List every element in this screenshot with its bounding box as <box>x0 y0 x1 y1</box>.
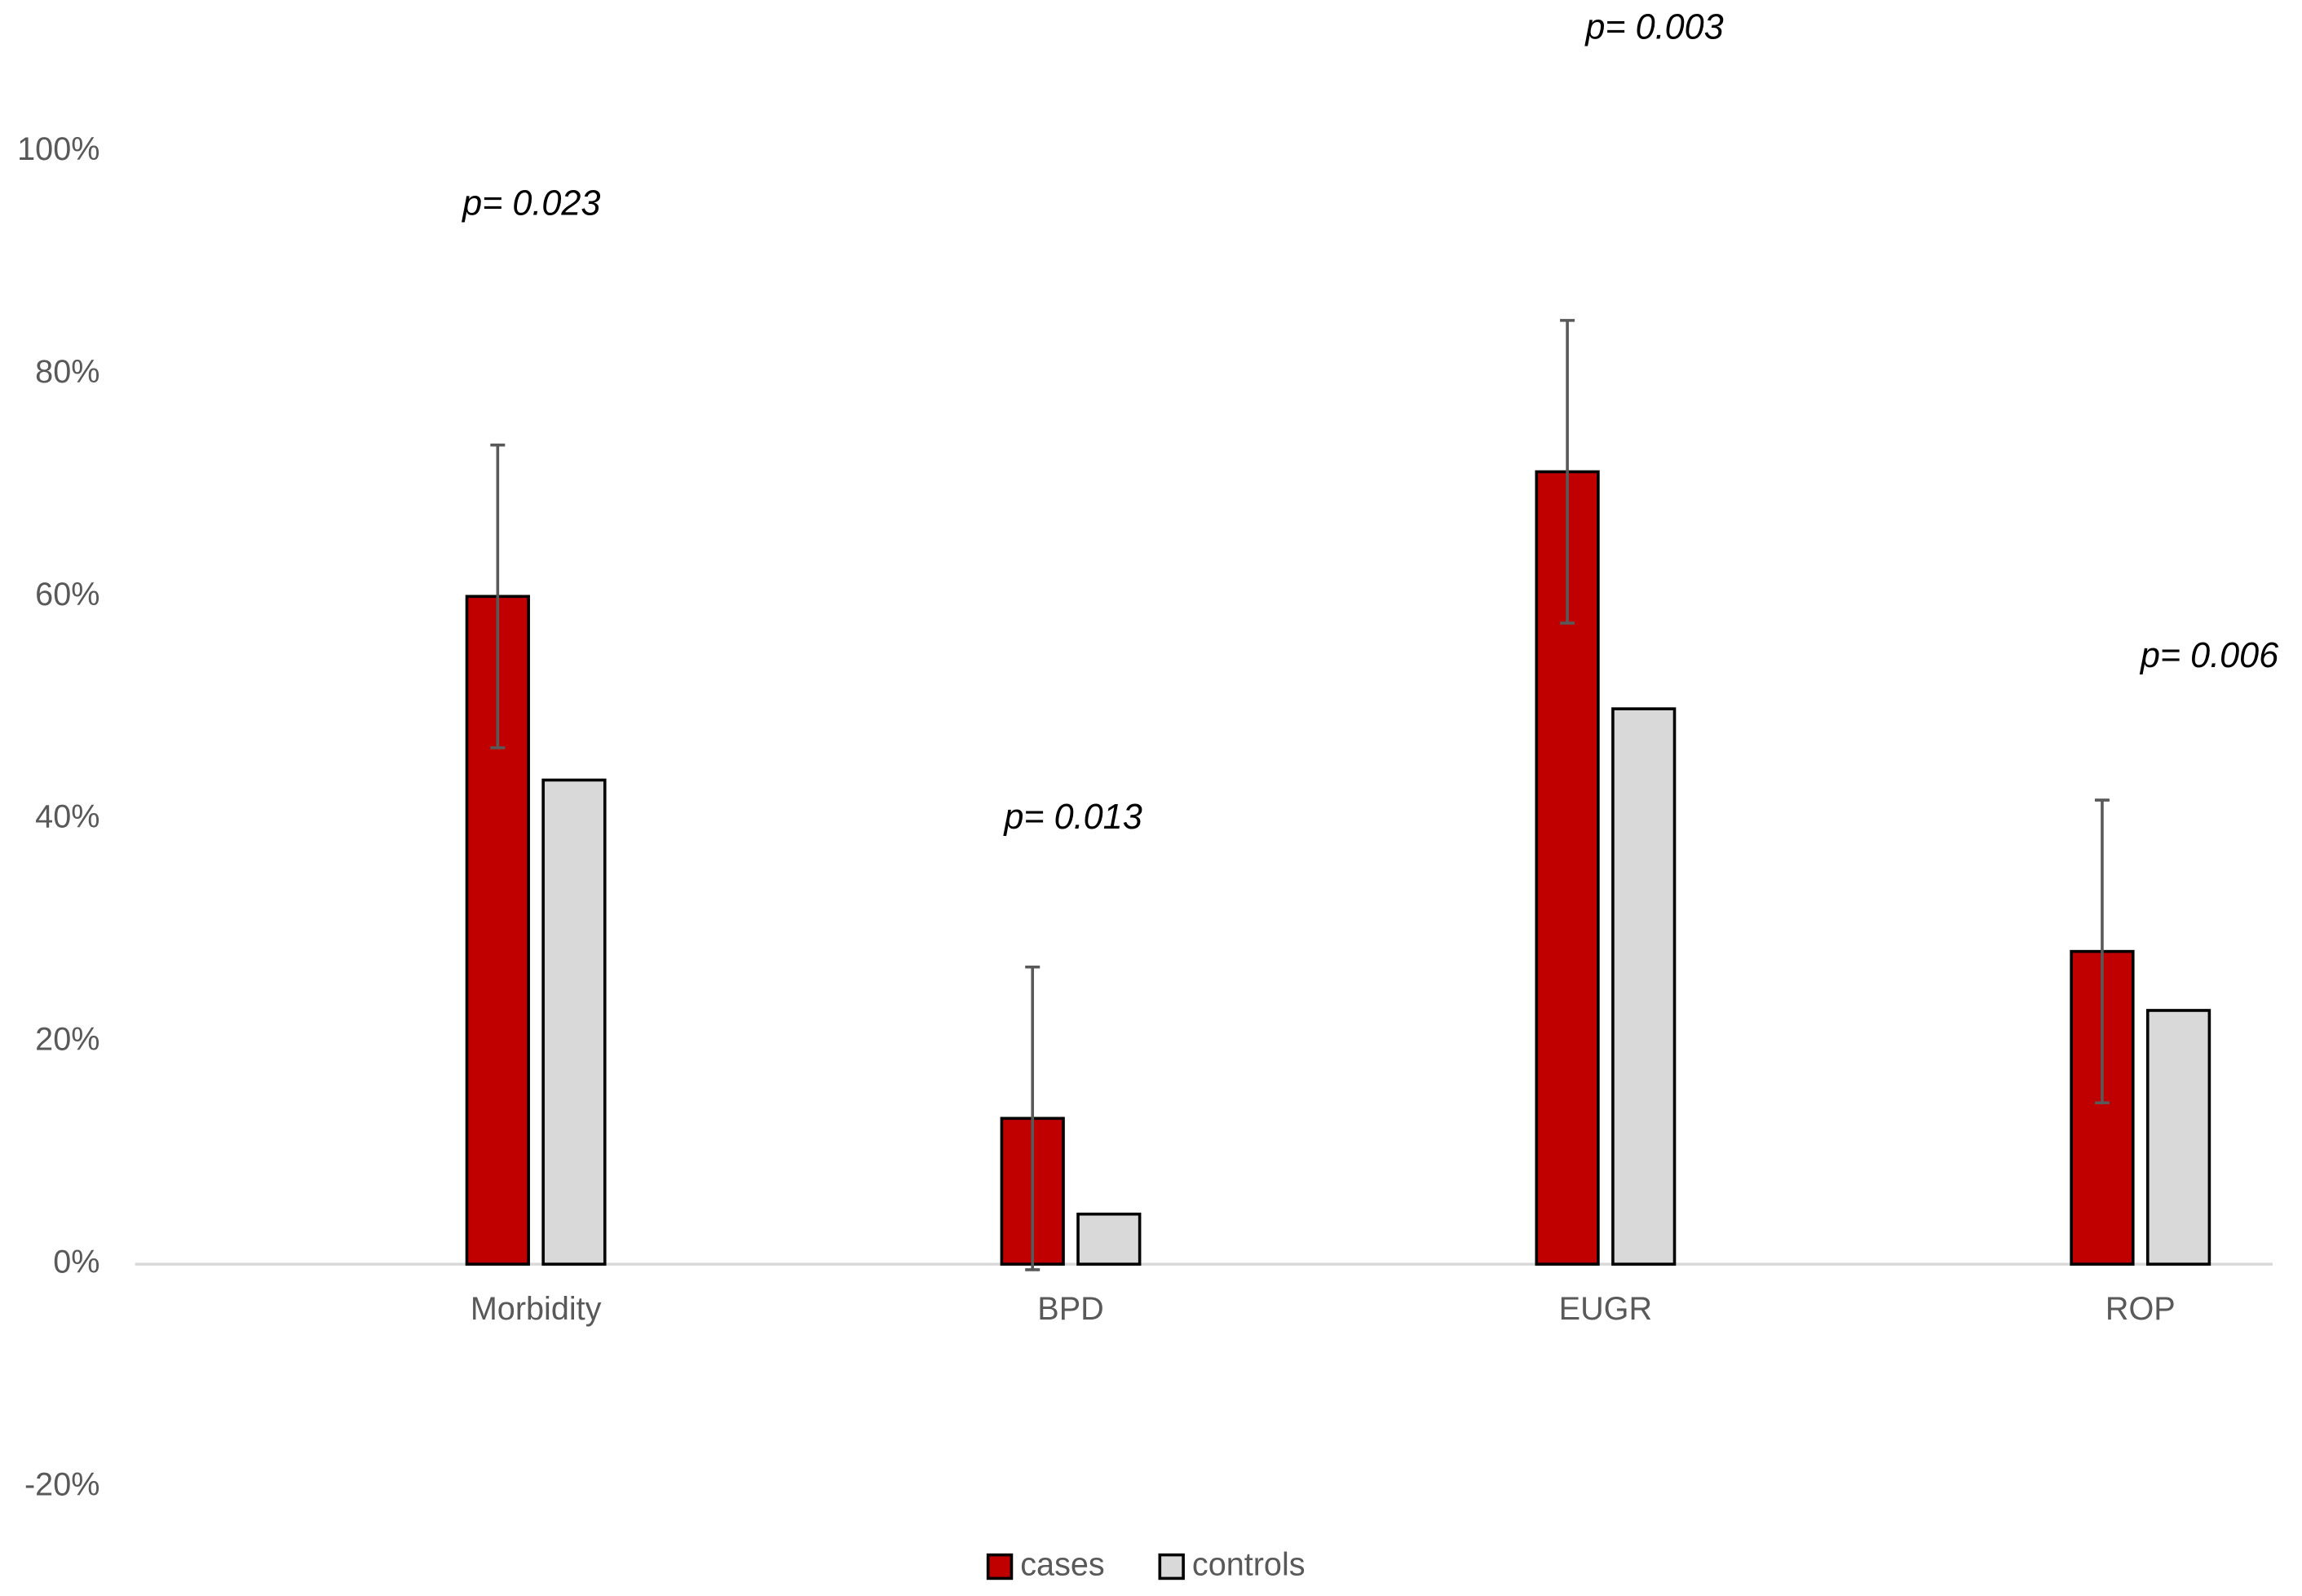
annotation: p= 0.006 <box>2139 636 2279 675</box>
annotation: p= 0.023 <box>461 183 600 223</box>
x-tick-label: Morbidity <box>471 1291 602 1327</box>
x-tick-label: ROP <box>2105 1291 2176 1327</box>
annotation: p= 0.003 <box>1584 7 1723 46</box>
y-tick-label: 100% <box>17 131 99 167</box>
y-tick-label: 0% <box>53 1245 99 1280</box>
bar <box>1611 707 1677 1266</box>
y-tick-label: 20% <box>35 1022 99 1058</box>
legend-label: controls <box>1192 1546 1306 1582</box>
y-tick-label: 60% <box>35 577 99 612</box>
legend-label: cases <box>1020 1546 1104 1582</box>
legend-swatch <box>1158 1553 1185 1581</box>
bar <box>1076 1212 1142 1266</box>
y-tick-label: 80% <box>35 354 99 390</box>
bar <box>541 778 607 1266</box>
x-tick-label: BPD <box>1037 1291 1103 1327</box>
x-tick-label: EUGR <box>1559 1291 1652 1327</box>
legend-swatch <box>986 1553 1014 1581</box>
bar <box>2145 1009 2211 1266</box>
y-tick-label: -20% <box>24 1467 99 1503</box>
y-tick-label: 40% <box>35 799 99 835</box>
annotation: p= 0.013 <box>1002 798 1142 837</box>
